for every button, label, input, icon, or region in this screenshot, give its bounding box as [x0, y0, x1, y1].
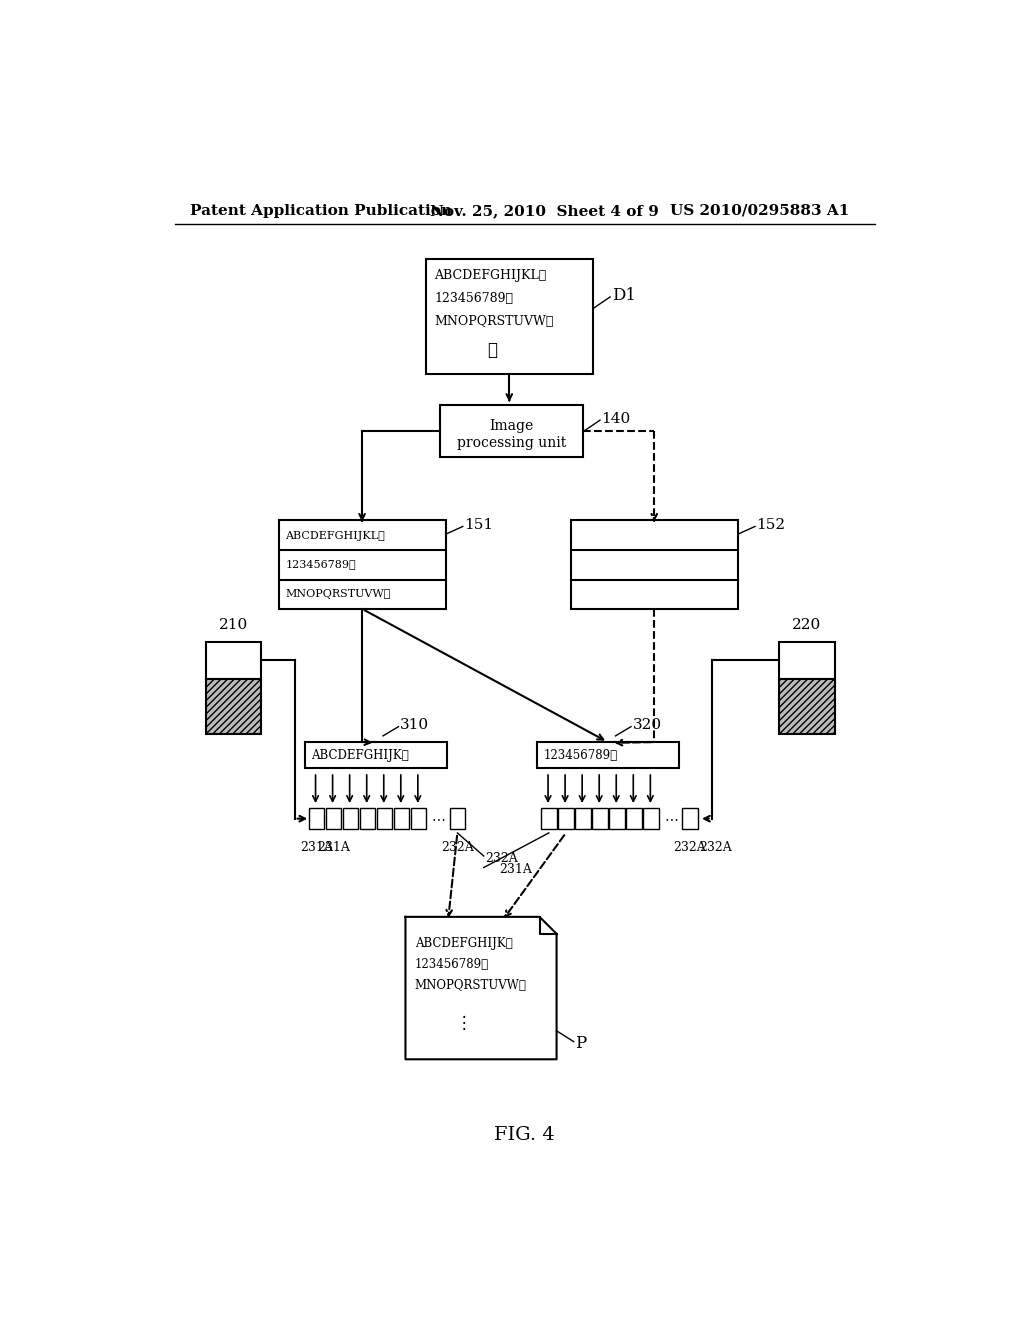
Text: 151: 151: [464, 517, 494, 532]
Bar: [592, 808, 607, 829]
Bar: [206, 678, 261, 734]
Bar: [682, 808, 697, 829]
Bar: [609, 808, 625, 829]
Bar: [558, 808, 573, 829]
Text: Image: Image: [489, 420, 534, 433]
Bar: [439, 405, 583, 457]
Text: Patent Application Publication: Patent Application Publication: [190, 203, 452, 218]
Bar: [206, 642, 261, 678]
Bar: [426, 259, 593, 374]
Bar: [779, 642, 835, 678]
Text: processing unit: processing unit: [457, 437, 566, 450]
Text: ABCDEFGHIJKL⋯: ABCDEFGHIJKL⋯: [286, 531, 385, 541]
Text: ABCDEFGHIJK⋯: ABCDEFGHIJK⋯: [311, 748, 409, 762]
Text: 123456789⋯: 123456789⋯: [286, 560, 356, 569]
Text: 140: 140: [601, 412, 631, 425]
Bar: [305, 742, 446, 768]
Text: P: P: [575, 1035, 587, 1052]
Text: MNOPQRSTUVW⋯: MNOPQRSTUVW⋯: [286, 589, 391, 599]
Text: 320: 320: [633, 718, 662, 733]
Bar: [779, 678, 835, 734]
Bar: [538, 742, 679, 768]
Text: ABCDEFGHIJKL⋯: ABCDEFGHIJKL⋯: [434, 269, 547, 282]
Bar: [411, 808, 426, 829]
Text: 123456789⋯: 123456789⋯: [434, 292, 513, 305]
Text: ⋯: ⋯: [665, 812, 678, 826]
Text: 123456789⋯: 123456789⋯: [415, 958, 488, 972]
Text: 231A: 231A: [300, 841, 333, 854]
Text: 123456789⋯: 123456789⋯: [544, 748, 617, 762]
Text: ⋯: ⋯: [432, 812, 445, 826]
Bar: [394, 808, 410, 829]
Bar: [359, 808, 375, 829]
Bar: [450, 808, 465, 829]
Text: 152: 152: [757, 517, 785, 532]
Text: 231A: 231A: [317, 841, 350, 854]
Bar: [377, 808, 392, 829]
Bar: [541, 808, 557, 829]
Text: 231A: 231A: [500, 863, 532, 876]
Text: 232A: 232A: [485, 851, 518, 865]
Text: 232A: 232A: [699, 841, 732, 854]
Text: Nov. 25, 2010  Sheet 4 of 9: Nov. 25, 2010 Sheet 4 of 9: [430, 203, 659, 218]
Bar: [343, 808, 358, 829]
Text: ABCDEFGHIJK⋯: ABCDEFGHIJK⋯: [415, 937, 512, 950]
Text: US 2010/0295883 A1: US 2010/0295883 A1: [671, 203, 850, 218]
Text: FIG. 4: FIG. 4: [495, 1126, 555, 1143]
Bar: [308, 808, 324, 829]
Text: MNOPQRSTUVW⋯: MNOPQRSTUVW⋯: [415, 979, 526, 991]
Bar: [326, 808, 341, 829]
Text: ⋮: ⋮: [456, 1014, 472, 1032]
Text: 310: 310: [400, 718, 429, 733]
Bar: [643, 808, 658, 829]
Bar: [575, 808, 591, 829]
Text: ⋮: ⋮: [487, 342, 498, 359]
Text: 232A: 232A: [674, 841, 707, 854]
Bar: [627, 808, 642, 829]
Text: MNOPQRSTUVW⋯: MNOPQRSTUVW⋯: [434, 315, 554, 329]
Text: 210: 210: [219, 618, 248, 632]
Bar: [571, 520, 738, 609]
Text: 220: 220: [793, 618, 821, 632]
Text: 232A: 232A: [441, 841, 474, 854]
Bar: [280, 520, 445, 609]
Text: D1: D1: [611, 286, 636, 304]
